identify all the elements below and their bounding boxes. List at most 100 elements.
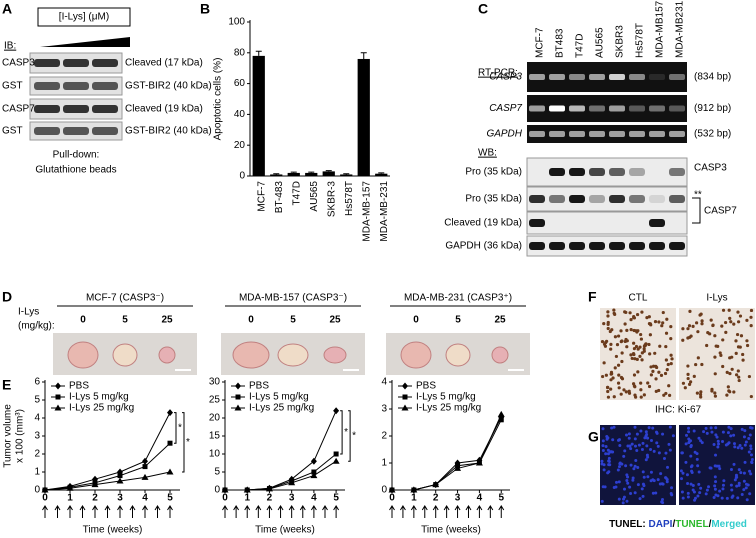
nucleus bbox=[719, 353, 723, 357]
dose-arrow bbox=[410, 505, 417, 518]
nucleus bbox=[639, 332, 643, 337]
nucleus bbox=[664, 331, 669, 335]
gel-band bbox=[589, 131, 605, 137]
series-line bbox=[44, 442, 171, 491]
dapi-nucleus bbox=[607, 459, 611, 463]
dapi-nucleus bbox=[714, 480, 718, 484]
nucleus bbox=[691, 324, 695, 328]
dapi-nucleus bbox=[718, 489, 722, 493]
legend-label: I-Lys 5 mg/kg bbox=[416, 392, 476, 403]
series-line bbox=[44, 471, 171, 491]
dapi-nucleus bbox=[641, 482, 645, 486]
nucleus bbox=[606, 314, 610, 318]
wb-target: CASP3 bbox=[694, 163, 727, 174]
x-tick-label: 0 bbox=[42, 493, 48, 504]
nucleus bbox=[700, 362, 704, 367]
x-tick-label: MCF-7 bbox=[256, 181, 267, 212]
dapi-nucleus bbox=[716, 445, 720, 449]
dapi-nucleus bbox=[636, 465, 640, 469]
dose-arrow bbox=[299, 505, 306, 518]
nucleus bbox=[635, 330, 639, 334]
dapi-nucleus bbox=[661, 432, 665, 436]
dapi-nucleus bbox=[697, 470, 701, 474]
legend-label: PBS bbox=[249, 381, 269, 392]
blot-band bbox=[649, 242, 665, 250]
dapi-nucleus bbox=[642, 475, 646, 479]
dapi-nucleus bbox=[671, 434, 675, 438]
dapi-nucleus bbox=[630, 442, 634, 446]
nucleus bbox=[642, 393, 646, 397]
nucleus bbox=[631, 352, 636, 356]
dose-arrow bbox=[443, 505, 450, 518]
blot-band bbox=[629, 195, 645, 203]
dapi-nucleus bbox=[720, 496, 724, 500]
blot-band bbox=[669, 195, 685, 203]
marker bbox=[117, 473, 123, 479]
nucleus bbox=[728, 356, 732, 360]
dose-arrow bbox=[498, 505, 505, 518]
wb-form: Pro (35 kDa) bbox=[465, 167, 522, 178]
dapi-nucleus bbox=[708, 466, 712, 470]
dapi-nucleus bbox=[732, 462, 736, 466]
dapi-nucleus bbox=[644, 458, 648, 462]
dapi-nucleus bbox=[601, 444, 605, 448]
gene-label: CASP3 bbox=[489, 72, 522, 83]
nucleus bbox=[657, 388, 661, 393]
series-line bbox=[392, 419, 502, 491]
lane-label: SKBR3 bbox=[615, 25, 626, 58]
nucleus bbox=[633, 357, 637, 361]
nucleus bbox=[634, 395, 638, 399]
nucleus bbox=[606, 310, 610, 314]
nucleus bbox=[635, 357, 639, 361]
dapi-nucleus bbox=[655, 441, 659, 445]
dapi-nucleus bbox=[605, 434, 609, 438]
nucleus bbox=[698, 392, 703, 397]
dapi-nucleus bbox=[684, 442, 688, 446]
nucleus bbox=[615, 343, 620, 347]
error-bar bbox=[360, 52, 367, 59]
dose-arrow bbox=[255, 505, 262, 518]
significance-star: * bbox=[178, 423, 182, 434]
nucleus bbox=[699, 312, 703, 316]
dose-arrow bbox=[244, 505, 251, 518]
bar bbox=[252, 55, 265, 176]
nucleus bbox=[689, 380, 693, 384]
size-label: (834 bp) bbox=[694, 72, 731, 83]
gel-band bbox=[609, 131, 625, 137]
blot-band bbox=[529, 219, 545, 227]
x-axis-label: Time (weeks) bbox=[421, 525, 481, 536]
dapi-nucleus bbox=[729, 483, 733, 487]
dapi-nucleus bbox=[693, 450, 697, 454]
nucleus bbox=[619, 375, 624, 380]
nucleus bbox=[628, 311, 632, 315]
dapi-nucleus bbox=[749, 472, 753, 476]
y-axis-label: x 100 (mm³) bbox=[15, 409, 26, 463]
nucleus bbox=[668, 393, 672, 397]
nucleus bbox=[616, 334, 621, 338]
dapi-nucleus bbox=[649, 470, 653, 474]
nucleus bbox=[713, 334, 717, 338]
marker bbox=[288, 479, 296, 486]
dapi-nucleus bbox=[749, 444, 753, 448]
dapi-nucleus bbox=[742, 479, 746, 483]
dapi-nucleus bbox=[680, 451, 684, 455]
nucleus bbox=[606, 389, 610, 394]
nucleus bbox=[686, 372, 690, 376]
dapi-nucleus bbox=[602, 463, 606, 467]
wb-form: GAPDH (36 kDa) bbox=[445, 241, 522, 252]
blot-band bbox=[569, 195, 585, 203]
dapi-nucleus bbox=[737, 468, 741, 472]
nucleus bbox=[653, 351, 657, 355]
x-axis-label: Time (weeks) bbox=[255, 525, 315, 536]
nucleus bbox=[725, 393, 729, 397]
y-tick-label: 0 bbox=[239, 171, 245, 182]
dapi-nucleus bbox=[740, 446, 744, 450]
nucleus bbox=[629, 317, 633, 322]
blot-band bbox=[92, 59, 118, 67]
nucleus bbox=[728, 316, 732, 320]
nucleus bbox=[720, 324, 724, 328]
nucleus bbox=[606, 395, 611, 399]
dapi-nucleus bbox=[612, 425, 616, 429]
dapi-nucleus bbox=[652, 449, 656, 453]
marker bbox=[475, 459, 483, 466]
